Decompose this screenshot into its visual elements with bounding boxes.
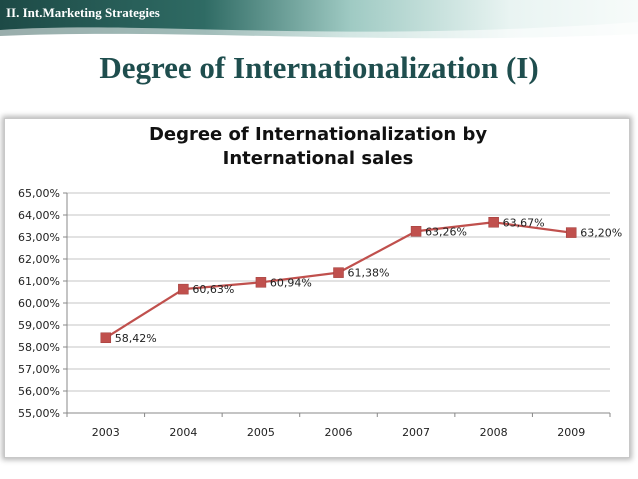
data-label: 63,67% (503, 216, 545, 229)
data-label: 61,38% (348, 267, 390, 280)
y-tick-label: 65,00% (18, 187, 60, 200)
x-tick-label: 2008 (480, 426, 508, 439)
data-point (333, 267, 344, 278)
data-point (488, 217, 499, 228)
y-tick-label: 64,00% (18, 209, 60, 222)
y-tick-label: 63,00% (18, 231, 60, 244)
data-label: 60,63% (192, 283, 234, 296)
y-tick-label: 60,00% (18, 297, 60, 310)
slide-title: Degree of Internationalization (I) (99, 50, 539, 85)
data-label: 63,20% (580, 227, 622, 240)
y-tick-label: 61,00% (18, 275, 60, 288)
data-point (100, 332, 112, 344)
chart-title-line-2: International sales (222, 148, 414, 169)
y-tick-label: 58,00% (18, 341, 60, 354)
data-label: 63,26% (425, 225, 467, 238)
x-tick-label: 2003 (92, 426, 120, 439)
line-chart: 55,00% 56,00% 57,00% 58,00% 59,00% 60,00% 61,0… (18, 187, 622, 439)
header-banner (0, 0, 638, 44)
y-tick-label: 55,00% (18, 407, 60, 420)
x-tick-label: 2006 (325, 426, 353, 439)
data-point (178, 283, 189, 295)
data-point (255, 277, 267, 288)
y-tick-label: 56,00% (18, 385, 60, 398)
chart-title: Degree of Internationalization by Intern… (5, 123, 631, 171)
data-point (410, 226, 422, 237)
data-point (565, 227, 577, 238)
x-tick-label: 2007 (402, 426, 430, 439)
data-label: 60,94% (270, 276, 312, 289)
x-tick-label: 2005 (247, 426, 275, 439)
y-tick-label: 62,00% (18, 253, 60, 266)
series-line (105, 221, 572, 339)
y-tick-label: 57,00% (18, 363, 60, 376)
data-label: 58,42% (115, 332, 157, 345)
chart-title-line-1: Degree of Internationalization by (148, 124, 488, 145)
x-tick-label: 2004 (169, 426, 197, 439)
chart-frame: Degree of Internationalization by Intern… (4, 118, 630, 458)
x-tick-label: 2009 (557, 426, 585, 439)
y-tick-label: 59,00% (18, 319, 60, 332)
section-label: II. Int.Marketing Strategies (6, 5, 160, 20)
